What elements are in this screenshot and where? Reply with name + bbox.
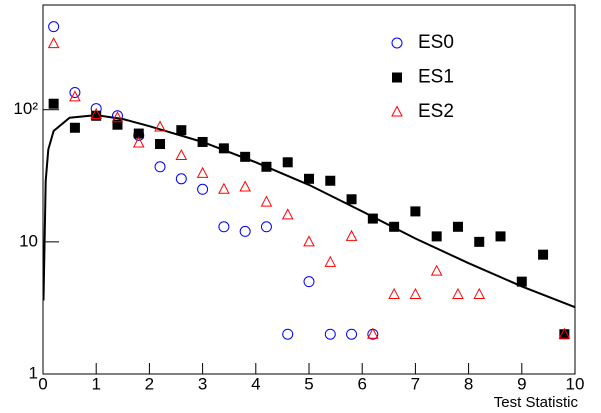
point [48, 21, 60, 33]
point [111, 111, 124, 123]
x-axis-title: Test Statistic [494, 394, 579, 411]
point [69, 90, 81, 102]
point [69, 122, 80, 133]
point [175, 173, 187, 185]
point [538, 249, 549, 260]
point [516, 276, 527, 287]
y-tick-label: 1 [29, 363, 38, 382]
point [69, 86, 81, 98]
x-tick-label: 9 [517, 374, 526, 393]
point [48, 98, 59, 109]
point [495, 231, 506, 242]
point [239, 180, 251, 192]
x-tick-label: 2 [145, 374, 154, 393]
point [218, 182, 230, 194]
point [410, 206, 421, 217]
point [388, 287, 400, 299]
point [430, 264, 443, 276]
point [558, 327, 571, 339]
point [324, 328, 336, 340]
point [452, 221, 463, 232]
x-tick-label: 3 [198, 374, 207, 393]
point [303, 235, 315, 247]
point [367, 213, 378, 224]
point [260, 221, 272, 233]
point [261, 161, 272, 172]
point [47, 37, 60, 49]
point [197, 183, 209, 195]
point [304, 173, 314, 184]
point [218, 143, 229, 154]
point [281, 208, 294, 220]
point [112, 119, 123, 130]
point [155, 139, 166, 150]
x-tick-label: 0 [38, 374, 47, 393]
point [431, 231, 442, 242]
x-tick-label: 7 [411, 374, 420, 393]
y-tick-label: 10² [13, 99, 38, 118]
point [282, 157, 293, 168]
legend-marker [391, 37, 403, 49]
point [303, 276, 315, 288]
point [197, 136, 208, 147]
point [473, 287, 486, 299]
point [196, 166, 209, 178]
point [367, 327, 379, 339]
x-tick-label: 10 [566, 374, 585, 393]
plot-frame [42, 4, 576, 375]
x-tick-label: 5 [304, 374, 313, 393]
point [324, 255, 337, 267]
point [452, 287, 464, 299]
legend-label: ES2 [418, 101, 454, 122]
y-tick-label: 10 [19, 231, 38, 250]
point [132, 136, 145, 148]
point [240, 151, 251, 162]
point [260, 195, 273, 207]
legend-label: ES0 [418, 32, 454, 53]
point [90, 107, 103, 119]
point [409, 287, 422, 299]
point [282, 328, 294, 340]
x-tick-label: 4 [251, 374, 260, 393]
point [325, 175, 336, 186]
point [91, 110, 102, 121]
point [345, 229, 358, 241]
point [154, 161, 166, 173]
point [176, 125, 187, 136]
point [218, 221, 230, 233]
x-tick-label: 8 [464, 374, 473, 393]
point [346, 194, 357, 205]
point [346, 328, 358, 340]
point [389, 221, 400, 232]
fit-curve [42, 114, 576, 309]
point [474, 236, 485, 247]
x-tick-label: 1 [91, 374, 100, 393]
point [175, 148, 188, 161]
legend-label: ES1 [418, 67, 454, 88]
point [239, 225, 251, 237]
point [154, 120, 166, 132]
legend-marker [392, 72, 402, 83]
x-tick-label: 6 [357, 374, 366, 393]
legend-marker [391, 105, 403, 117]
